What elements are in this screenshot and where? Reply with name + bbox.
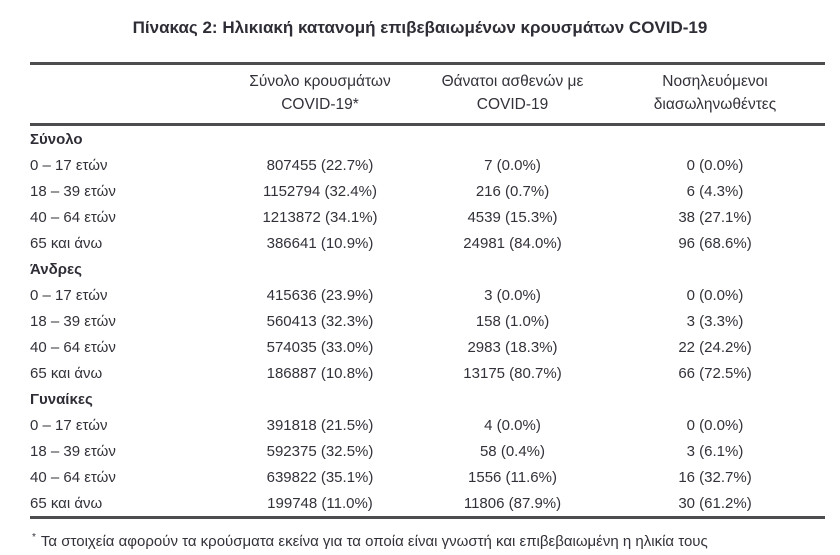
table-row: 18 – 39 ετών 592375 (32.5%) 58 (0.4%) 3 …	[30, 438, 825, 464]
row-label: 18 – 39 ετών	[30, 442, 116, 460]
cases-cell: 574035 (33.0%)	[266, 338, 374, 356]
table-header: Σύνολο κρουσμάτων COVID-19* Θάνατοι ασθε…	[30, 63, 825, 126]
column-header-intubated-line1: Νοσηλευόμενοι	[662, 73, 768, 90]
deaths-cell: 13175 (80.7%)	[463, 364, 562, 382]
empty-cell	[220, 386, 420, 412]
empty-cell	[420, 256, 605, 282]
row-label: 0 – 17 ετών	[30, 156, 108, 174]
deaths-cell: 1556 (11.6%)	[468, 468, 557, 486]
covid-age-table: Σύνολο κρουσμάτων COVID-19* Θάνατοι ασθε…	[30, 62, 825, 519]
intubated-cell: 30 (61.2%)	[678, 494, 752, 512]
table-row: 40 – 64 ετών 1213872 (34.1%) 4539 (15.3%…	[30, 204, 825, 230]
column-header-cases-line1: Σύνολο κρουσμάτων	[249, 73, 391, 90]
table-row: 40 – 64 ετών 574035 (33.0%) 2983 (18.3%)…	[30, 334, 825, 360]
column-header-deaths-line1: Θάνατοι ασθενών με	[441, 73, 584, 90]
empty-cell	[605, 256, 825, 282]
section-header-women: Γυναίκες	[30, 386, 825, 412]
deaths-cell: 158 (1.0%)	[475, 312, 550, 330]
column-header-cases: Σύνολο κρουσμάτων COVID-19*	[220, 63, 420, 126]
deaths-cell: 2983 (18.3%)	[467, 338, 558, 356]
row-label: 65 και άνω	[30, 234, 103, 252]
row-label: 0 – 17 ετών	[30, 286, 108, 304]
intubated-cell: 96 (68.6%)	[678, 234, 752, 252]
cases-cell: 1213872 (34.1%)	[262, 208, 378, 226]
cases-cell: 807455 (22.7%)	[266, 156, 374, 174]
empty-cell	[420, 386, 605, 412]
row-label: 65 και άνω	[30, 364, 103, 382]
intubated-cell: 16 (32.7%)	[678, 468, 752, 486]
intubated-cell: 0 (0.0%)	[686, 156, 744, 174]
table-row: 65 και άνω 186887 (10.8%) 13175 (80.7%) …	[30, 360, 825, 386]
section-label-women: Γυναίκες	[30, 390, 93, 408]
deaths-cell: 7 (0.0%)	[484, 156, 541, 174]
intubated-cell: 3 (6.1%)	[686, 442, 744, 460]
column-header-deaths-line2: COVID-19	[476, 96, 549, 113]
cases-cell: 592375 (32.5%)	[266, 442, 374, 460]
row-label: 65 και άνω	[30, 494, 103, 512]
intubated-cell: 0 (0.0%)	[686, 416, 744, 434]
footnote-text: Τα στοιχεία αφορούν τα κρούσματα εκείνα …	[40, 533, 708, 550]
intubated-cell: 66 (72.5%)	[678, 364, 752, 382]
row-label: 0 – 17 ετών	[30, 416, 108, 434]
section-header-total: Σύνολο	[30, 125, 825, 153]
section-label-men: Άνδρες	[30, 260, 82, 278]
table-row: 65 και άνω 199748 (11.0%) 11806 (87.9%) …	[30, 490, 825, 518]
deaths-cell: 58 (0.4%)	[479, 442, 546, 460]
section-label-total: Σύνολο	[30, 130, 83, 148]
row-label: 40 – 64 ετών	[30, 208, 116, 226]
cases-cell: 560413 (32.3%)	[266, 312, 374, 330]
column-header-cases-line2: COVID-19*	[281, 96, 359, 113]
section-header-men: Άνδρες	[30, 256, 825, 282]
cases-cell: 386641 (10.9%)	[266, 234, 374, 252]
column-header-intubated: Νοσηλευόμενοι διασωληνωθέντες	[605, 63, 825, 126]
table-title: Πίνακας 2: Ηλικιακή κατανομή επιβεβαιωμέ…	[132, 18, 708, 37]
table-row: 0 – 17 ετών 391818 (21.5%) 4 (0.0%) 0 (0…	[30, 412, 825, 438]
empty-cell	[220, 125, 420, 153]
cases-cell: 639822 (35.1%)	[266, 468, 374, 486]
empty-header-cell	[30, 63, 220, 126]
table-row: 65 και άνω 386641 (10.9%) 24981 (84.0%) …	[30, 230, 825, 256]
intubated-cell: 22 (24.2%)	[678, 338, 752, 356]
deaths-cell: 3 (0.0%)	[484, 286, 541, 304]
table-row: 0 – 17 ετών 415636 (23.9%) 3 (0.0%) 0 (0…	[30, 282, 825, 308]
row-label: 18 – 39 ετών	[30, 312, 116, 330]
cases-cell: 186887 (10.8%)	[266, 364, 374, 382]
column-header-deaths: Θάνατοι ασθενών με COVID-19	[420, 63, 605, 126]
empty-cell	[605, 386, 825, 412]
cases-cell: 199748 (11.0%)	[267, 494, 373, 512]
empty-cell	[605, 125, 825, 153]
deaths-cell: 11806 (87.9%)	[463, 494, 562, 512]
table-row: 18 – 39 ετών 560413 (32.3%) 158 (1.0%) 3…	[30, 308, 825, 334]
intubated-cell: 3 (3.3%)	[686, 312, 744, 330]
row-label: 40 – 64 ετών	[30, 468, 116, 486]
deaths-cell: 216 (0.7%)	[475, 182, 550, 200]
header-row: Σύνολο κρουσμάτων COVID-19* Θάνατοι ασθε…	[30, 63, 825, 126]
column-header-intubated-line2: διασωληνωθέντες	[653, 96, 777, 113]
footnote: * Τα στοιχεία αφορούν τα κρούσματα εκείνα…	[32, 528, 840, 552]
table-body: Σύνολο 0 – 17 ετών 807455 (22.7%) 7 (0.0…	[30, 125, 825, 518]
table-row: 0 – 17 ετών 807455 (22.7%) 7 (0.0%) 0 (0…	[30, 152, 825, 178]
table-row: 40 – 64 ετών 639822 (35.1%) 1556 (11.6%)…	[30, 464, 825, 490]
row-label: 40 – 64 ετών	[30, 338, 116, 356]
cases-cell: 391818 (21.5%)	[266, 416, 374, 434]
intubated-cell: 38 (27.1%)	[678, 208, 752, 226]
deaths-cell: 24981 (84.0%)	[463, 234, 562, 252]
row-label: 18 – 39 ετών	[30, 182, 116, 200]
empty-cell	[420, 125, 605, 153]
empty-cell	[220, 256, 420, 282]
table-row: 18 – 39 ετών 1152794 (32.4%) 216 (0.7%) …	[30, 178, 825, 204]
cases-cell: 415636 (23.9%)	[266, 286, 374, 304]
intubated-cell: 0 (0.0%)	[686, 286, 744, 304]
footnote-asterisk: *	[32, 532, 36, 543]
deaths-cell: 4 (0.0%)	[484, 416, 541, 434]
intubated-cell: 6 (4.3%)	[686, 182, 744, 200]
deaths-cell: 4539 (15.3%)	[467, 208, 558, 226]
cases-cell: 1152794 (32.4%)	[263, 182, 377, 200]
